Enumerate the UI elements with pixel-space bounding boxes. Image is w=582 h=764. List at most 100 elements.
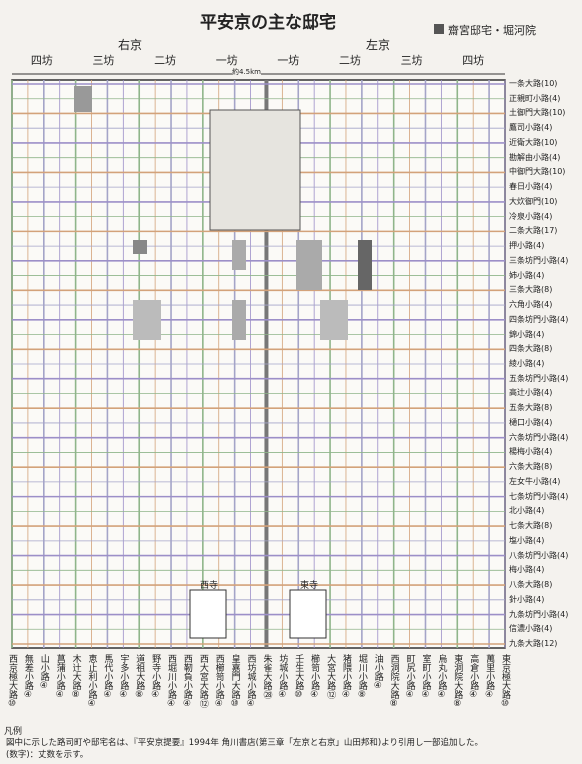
street-label: 宇多小路④ bbox=[118, 654, 129, 700]
street-label: 山小路④ bbox=[38, 654, 49, 691]
street-label: 勘解由小路(4) bbox=[509, 152, 561, 162]
street-label: 土御門大路(10) bbox=[509, 108, 566, 118]
street-label: 堀川小路⑧ bbox=[356, 654, 367, 700]
west-temple bbox=[189, 589, 227, 639]
street-label: 西靭負小路④ bbox=[181, 654, 192, 709]
street-label: 菖蒲小路④ bbox=[54, 654, 65, 700]
notes-heading: 凡例 bbox=[4, 727, 23, 737]
street-label: 坊城小路④ bbox=[277, 654, 288, 700]
legend-swatch bbox=[434, 24, 444, 34]
street-label: 高倉小路④ bbox=[468, 654, 479, 700]
street-label: 東京極大路⑩ bbox=[500, 654, 510, 709]
bo-label: 三坊 bbox=[92, 54, 115, 67]
side-label: 左京 bbox=[366, 38, 391, 52]
street-label: 西櫛笥小路④ bbox=[213, 654, 224, 709]
place-label: 西寺 bbox=[200, 581, 219, 591]
east-temple bbox=[289, 589, 327, 639]
street-label: 高辻小路(4) bbox=[509, 388, 553, 398]
street-label: 押小路(4) bbox=[509, 241, 545, 251]
street-label: 七条大路(8) bbox=[509, 521, 553, 531]
street-label: 針小路(4) bbox=[509, 594, 545, 604]
street-label: 烏丸小路④ bbox=[436, 654, 447, 700]
street-label: 皇嘉門大路⑩ bbox=[229, 654, 240, 709]
street-label: 木辻大路⑧ bbox=[70, 654, 81, 700]
street-label: 西堀川小路④ bbox=[166, 654, 177, 709]
distance-label: 約4.5km bbox=[232, 67, 262, 77]
street-label: 西京極大路⑩ bbox=[7, 654, 17, 709]
street-label: 道祖大路⑧ bbox=[134, 654, 145, 700]
place-label: 東寺 bbox=[300, 581, 319, 591]
street-label: 綾小路(4) bbox=[509, 359, 545, 368]
street-label: 一条大路(10) bbox=[509, 79, 558, 88]
street-label: 四条坊門小路(4) bbox=[509, 314, 569, 324]
street-label: 正親町小路(4) bbox=[509, 93, 561, 103]
street-label: 北小路(4) bbox=[509, 506, 545, 516]
street-label: 大宮大路⑫ bbox=[325, 654, 336, 699]
street-label: 室町小路④ bbox=[420, 654, 431, 700]
street-label: 西洞院大路⑧ bbox=[388, 654, 399, 709]
street-label: 中御門大路(10) bbox=[509, 167, 566, 177]
estate bbox=[320, 300, 348, 340]
street-label: 四条大路(8) bbox=[509, 344, 553, 354]
street-label: 八条坊門小路(4) bbox=[509, 550, 569, 560]
street-label: 萬里小路④ bbox=[484, 654, 495, 700]
bo-label: 一坊 bbox=[277, 54, 300, 67]
notes-line: (数字)：丈数を示す。 bbox=[6, 750, 89, 760]
street-label: 冷泉小路(4) bbox=[509, 211, 553, 221]
bo-label: 三坊 bbox=[400, 54, 423, 67]
street-label: 西坊城小路④ bbox=[245, 654, 256, 709]
street-label: 大炊御門(10) bbox=[509, 196, 558, 206]
bo-label: 四坊 bbox=[30, 54, 53, 67]
title: 平安京の主な邸宅 bbox=[200, 13, 336, 33]
street-label: 信濃小路(4) bbox=[509, 624, 553, 634]
bo-label: 二坊 bbox=[338, 54, 361, 67]
estate bbox=[296, 240, 322, 290]
street-label: 錦小路(4) bbox=[509, 329, 545, 339]
street-label: 六条大路(8) bbox=[509, 462, 553, 472]
estate bbox=[133, 300, 161, 340]
street-label: 楊梅小路(4) bbox=[509, 447, 553, 457]
notes-line: 図中に示した路司町や邸宅名は、『平安京提要』1994年 角川書店(第三章「左京と… bbox=[6, 738, 484, 748]
street-label: 塩小路(4) bbox=[509, 535, 545, 545]
street-label: 二条大路(17) bbox=[509, 226, 558, 236]
street-label: 梅小路(4) bbox=[509, 565, 545, 575]
street-label: 九条坊門小路(4) bbox=[509, 609, 569, 619]
street-label: 朱雀大路㉘ bbox=[261, 654, 272, 699]
street-label: 無差小路④ bbox=[22, 654, 33, 700]
street-label: 姉小路(4) bbox=[509, 270, 545, 280]
street-label: 油小路④ bbox=[372, 654, 383, 691]
estate bbox=[133, 240, 147, 254]
street-label: 三条大路(8) bbox=[509, 285, 553, 295]
street-label: 五条大路(8) bbox=[509, 403, 553, 413]
street-label: 鷹司小路(4) bbox=[509, 123, 553, 133]
bo-label: 四坊 bbox=[462, 54, 485, 67]
street-label: 樋口小路(4) bbox=[509, 417, 553, 427]
street-label: 三条坊門小路(4) bbox=[509, 255, 569, 265]
street-label: 七条坊門小路(4) bbox=[509, 491, 569, 501]
street-label: 八条大路(8) bbox=[509, 580, 553, 590]
street-label: 猪隈小路④ bbox=[340, 654, 351, 700]
legend-label: 齋宮邸宅・堀河院 bbox=[448, 24, 536, 37]
side-label: 右京 bbox=[118, 38, 143, 52]
street-label: 壬生大路⑩ bbox=[293, 654, 304, 700]
street-label: 野寺小路④ bbox=[150, 654, 161, 700]
street-label: 西大宮大路⑫ bbox=[197, 654, 208, 708]
palace bbox=[209, 109, 301, 231]
street-label: 五条坊門小路(4) bbox=[509, 373, 569, 383]
estate bbox=[232, 240, 246, 270]
street-label: 六条坊門小路(4) bbox=[509, 432, 569, 442]
street-label: 六角小路(4) bbox=[509, 300, 553, 310]
bo-label: 一坊 bbox=[215, 54, 238, 67]
street-label: 町尻小路④ bbox=[404, 654, 415, 700]
street-label: 東洞院大路⑧ bbox=[452, 654, 463, 709]
street-label: 櫛笥小路④ bbox=[309, 654, 320, 700]
street-label: 近衛大路(10) bbox=[509, 137, 558, 147]
street-label: 春日小路(4) bbox=[509, 182, 553, 192]
estate bbox=[232, 300, 246, 340]
street-label: 馬代小路④ bbox=[102, 654, 113, 700]
street-label: 九条大路(12) bbox=[509, 639, 558, 648]
street-label: 恵止利小路④ bbox=[86, 654, 97, 709]
street-label: 左女牛小路(4) bbox=[509, 476, 561, 486]
